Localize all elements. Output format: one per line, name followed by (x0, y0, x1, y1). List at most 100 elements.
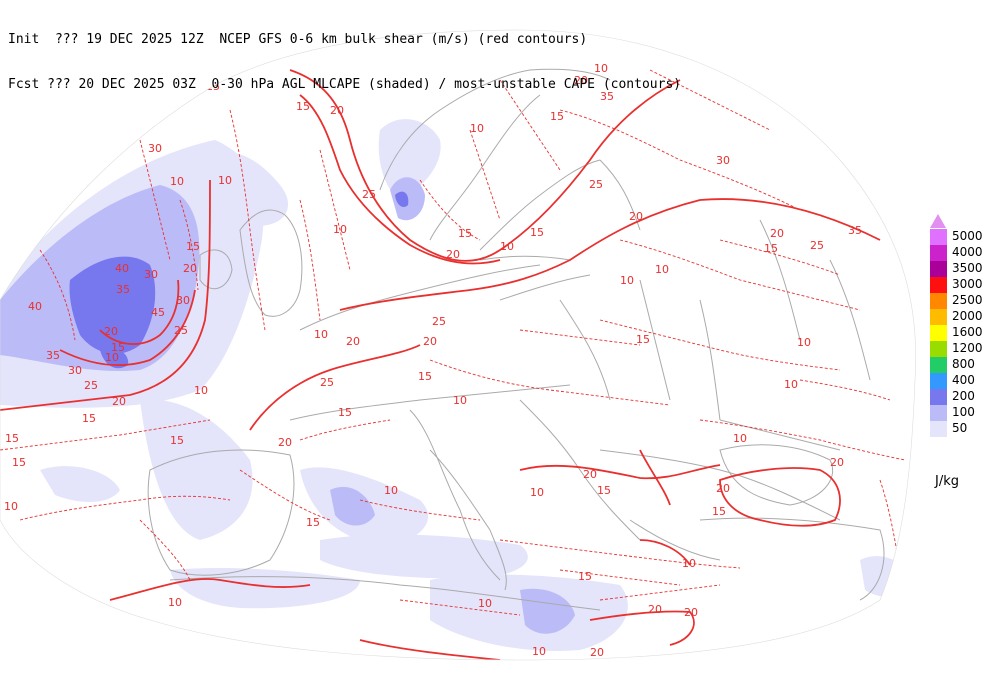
legend-swatch (930, 229, 947, 245)
legend-overflow-triangle (930, 214, 946, 228)
legend-label: 50 (952, 421, 968, 435)
svg-text:35: 35 (848, 224, 862, 237)
svg-text:25: 25 (432, 315, 446, 328)
svg-text:30: 30 (68, 364, 82, 377)
legend-label: 3000 (952, 277, 983, 291)
svg-text:15: 15 (530, 226, 544, 239)
svg-text:20: 20 (183, 262, 197, 275)
legend-item: 3000 (930, 276, 996, 293)
svg-text:20: 20 (648, 603, 662, 616)
svg-text:30: 30 (148, 142, 162, 155)
svg-text:10: 10 (655, 263, 669, 276)
svg-text:15: 15 (597, 484, 611, 497)
svg-text:15: 15 (12, 456, 26, 469)
svg-text:10: 10 (168, 596, 182, 609)
legend-swatch (930, 245, 947, 261)
svg-text:10: 10 (620, 274, 634, 287)
legend-item: 3500 (930, 260, 996, 277)
legend-swatch (930, 373, 947, 389)
cape-legend: 5000 4000 3500 3000 2500 2000 1600 1200 800 400 20… (930, 214, 996, 437)
svg-text:10: 10 (4, 500, 18, 513)
svg-text:30: 30 (144, 268, 158, 281)
svg-text:15: 15 (636, 333, 650, 346)
legend-swatch (930, 277, 947, 293)
svg-text:10: 10 (500, 240, 514, 253)
svg-text:10: 10 (170, 175, 184, 188)
svg-text:25: 25 (320, 376, 334, 389)
legend-swatch (930, 309, 947, 325)
svg-text:10: 10 (470, 122, 484, 135)
svg-text:20: 20 (684, 606, 698, 619)
legend-label: 3500 (952, 261, 983, 275)
legend-units: J/kg (935, 474, 959, 489)
svg-text:20: 20 (346, 335, 360, 348)
legend-item: 2000 (930, 308, 996, 325)
legend-swatch (930, 325, 947, 341)
svg-text:15: 15 (296, 100, 310, 113)
svg-text:15: 15 (170, 434, 184, 447)
country-borders (147, 68, 885, 611)
svg-text:20: 20 (830, 456, 844, 469)
legend-item: 2500 (930, 292, 996, 309)
svg-text:35: 35 (46, 349, 60, 362)
map-domain-outline (0, 29, 916, 661)
legend-item: 4000 (930, 244, 996, 261)
svg-text:45: 45 (151, 306, 165, 319)
svg-text:10: 10 (105, 351, 119, 364)
svg-text:20: 20 (446, 248, 460, 261)
svg-text:15: 15 (578, 570, 592, 583)
svg-text:30: 30 (716, 154, 730, 167)
svg-text:15: 15 (82, 412, 96, 425)
svg-text:40: 40 (115, 262, 129, 275)
legend-swatch (930, 389, 947, 405)
svg-text:10: 10 (478, 597, 492, 610)
svg-text:30: 30 (176, 294, 190, 307)
svg-text:25: 25 (810, 239, 824, 252)
svg-text:20: 20 (112, 395, 126, 408)
legend-swatch (930, 261, 947, 277)
svg-text:20: 20 (716, 482, 730, 495)
legend-swatch (930, 357, 947, 373)
svg-text:20: 20 (330, 104, 344, 117)
legend-item: 1600 (930, 324, 996, 341)
svg-text:10: 10 (194, 384, 208, 397)
svg-text:20: 20 (583, 468, 597, 481)
shear-contours-solid (0, 69, 881, 660)
cape-shading-dark (69, 191, 409, 369)
legend-label: 400 (952, 373, 975, 387)
svg-text:25: 25 (362, 188, 376, 201)
legend-swatch (930, 341, 947, 357)
svg-text:10: 10 (733, 432, 747, 445)
svg-text:10: 10 (784, 378, 798, 391)
chart-header: Init ??? 19 DEC 2025 12Z NCEP GFS 0-6 km… (8, 2, 681, 107)
svg-text:15: 15 (712, 505, 726, 518)
svg-text:15: 15 (550, 110, 564, 123)
svg-text:10: 10 (218, 174, 232, 187)
legend-label: 1600 (952, 325, 983, 339)
svg-text:20: 20 (770, 227, 784, 240)
svg-text:10: 10 (384, 484, 398, 497)
legend-label: 1200 (952, 341, 983, 355)
svg-text:10: 10 (594, 62, 608, 75)
legend-item: 5000 (930, 228, 996, 245)
legend-item: 50 (930, 420, 996, 437)
contour-labels: 15 20 10 30 10 15 20 40 35 30 30 45 25 2… (4, 60, 862, 659)
svg-text:20: 20 (278, 436, 292, 449)
legend-swatch (930, 421, 947, 437)
legend-item: 200 (930, 388, 996, 405)
legend-label: 5000 (952, 229, 983, 243)
svg-text:20: 20 (590, 646, 604, 659)
legend-label: 200 (952, 389, 975, 403)
svg-text:25: 25 (84, 379, 98, 392)
legend-item: 100 (930, 404, 996, 421)
svg-text:15: 15 (338, 406, 352, 419)
svg-text:15: 15 (5, 432, 19, 445)
svg-text:15: 15 (418, 370, 432, 383)
svg-text:15: 15 (186, 240, 200, 253)
svg-text:10: 10 (532, 645, 546, 658)
shear-contours-dashed (0, 69, 906, 616)
legend-item: 800 (930, 356, 996, 373)
legend-label: 2500 (952, 293, 983, 307)
svg-text:40: 40 (28, 300, 42, 313)
